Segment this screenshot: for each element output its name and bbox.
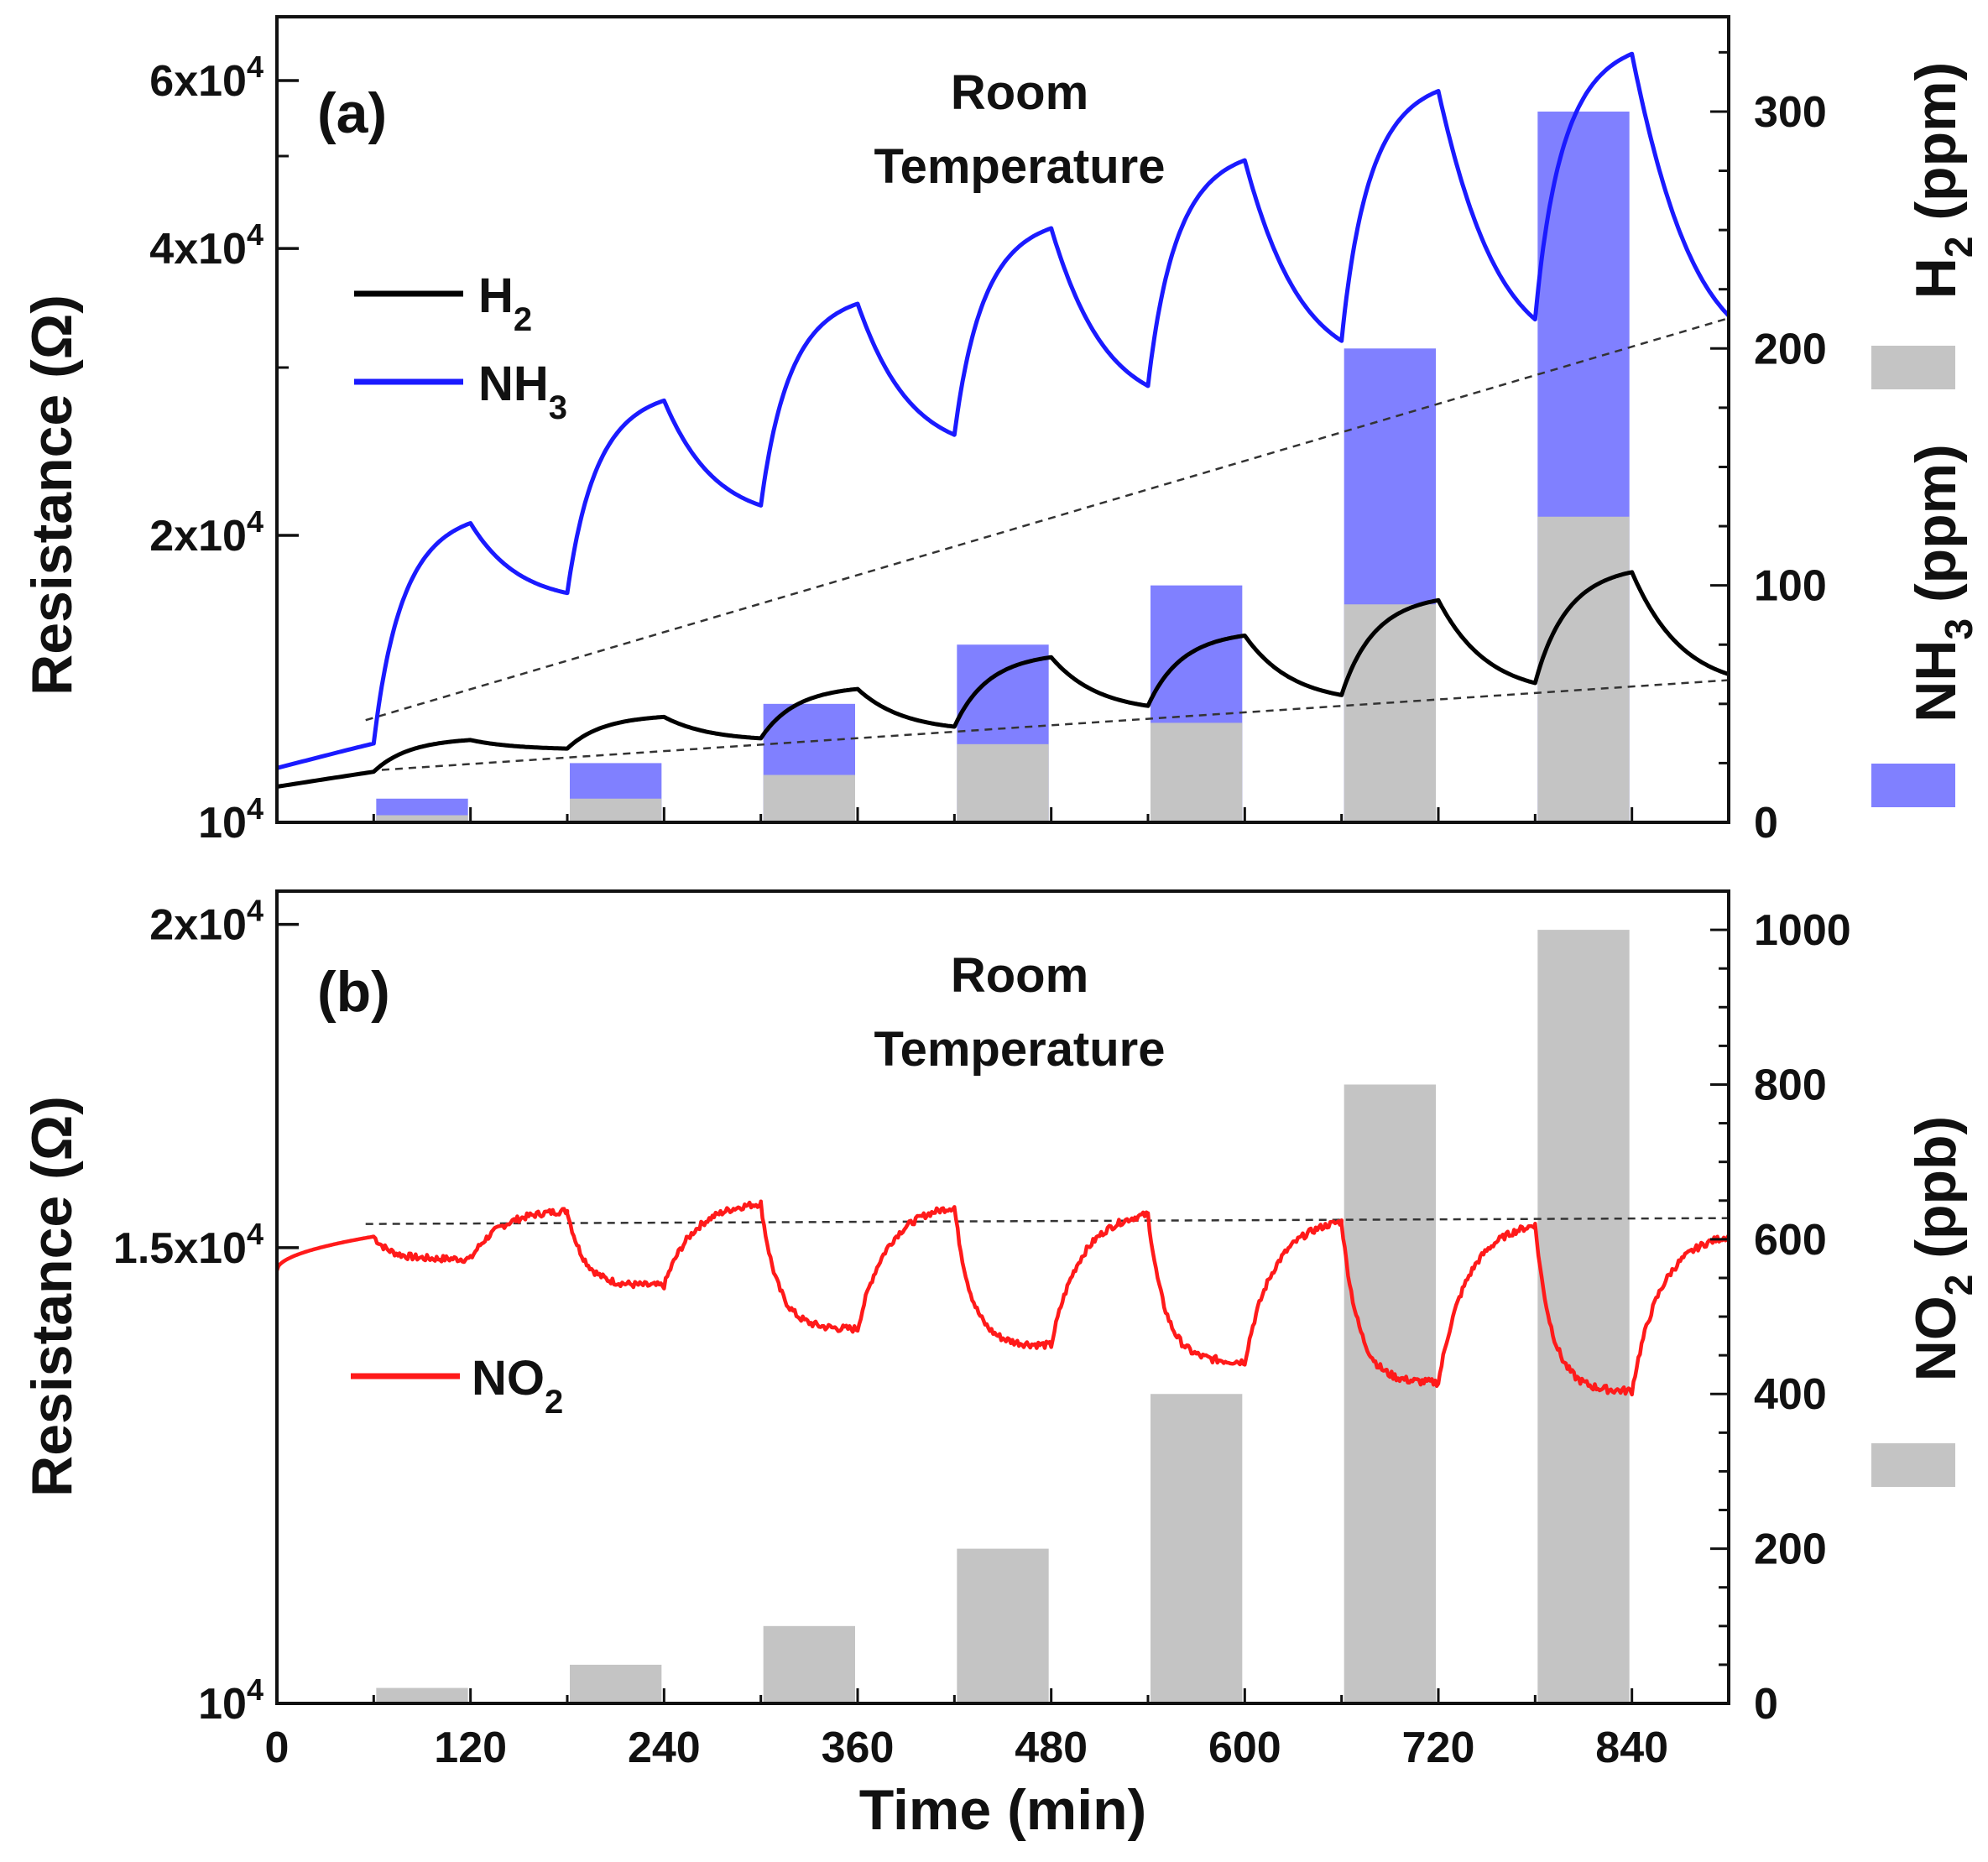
panel-a-annotation-line1: Room	[951, 65, 1088, 120]
y2-tick-label: 800	[1754, 1061, 1827, 1109]
y-tick-label: 4x104	[149, 217, 264, 274]
x-tick-label: 120	[434, 1724, 507, 1772]
legend-no2-label: NO2	[472, 1351, 563, 1421]
y2-tick-label: 1000	[1754, 906, 1851, 955]
panel-a: 104 2x104 4x104 6x104 0 100 200 300 (a) Room T…	[20, 15, 1980, 848]
panel-a-lines	[276, 51, 1730, 789]
series-nh3	[276, 51, 1730, 770]
bar-h2	[1537, 516, 1630, 822]
x-tick-label: 840	[1595, 1724, 1668, 1772]
panel-b-y2-ticks: 0 200 400 600 800 1000	[1710, 889, 1851, 1729]
y2-tick-label: 300	[1754, 88, 1827, 137]
panel-a-y2-title-nh3: NH3 (ppm)	[1904, 444, 1980, 722]
panel-b-x-ticks: 0 120 240 360 480 600 720 840	[265, 1688, 1730, 1772]
panel-b-legend: NO2	[351, 1351, 563, 1421]
bar-h2	[570, 798, 662, 822]
panel-b-annotation-line1: Room	[951, 948, 1088, 1003]
y-tick-label: 2x104	[149, 504, 264, 561]
x-tick-label: 600	[1208, 1724, 1281, 1772]
series-no2	[274, 1199, 1730, 1397]
x-axis-title: Time (min)	[859, 1778, 1147, 1842]
legend-h2-label: H2	[478, 269, 532, 338]
panel-a-legend: H2 NH3	[354, 269, 567, 426]
panel-a-bars	[376, 111, 1630, 823]
bar-no2	[570, 1664, 662, 1703]
bar-h2	[957, 743, 1049, 822]
y2-tick-label: 200	[1754, 325, 1827, 373]
panel-a-y2-ticks: 0 100 200 300	[1710, 50, 1827, 848]
panel-b-bars	[376, 930, 1630, 1703]
y-tick-label: 6x104	[149, 50, 264, 106]
panel-b-y-axis-title: Resistance (Ω)	[20, 1096, 84, 1497]
bar-h2	[763, 775, 855, 822]
y2-tick-label: 0	[1754, 1680, 1778, 1729]
bar-no2	[957, 1548, 1049, 1703]
bar-no2	[1344, 1084, 1436, 1703]
bar-h2	[376, 815, 468, 822]
bar-no2	[376, 1687, 468, 1703]
bar-h2	[1344, 604, 1436, 822]
panel-a-frame	[275, 15, 1730, 824]
panel-b-no2-swatch	[1871, 1443, 1955, 1487]
panel-b-y-ticks: 104 1.5x104 2x104	[113, 894, 299, 1729]
panel-b: 0 120 240 360 480 600 720 840 104 1.5x104 2x104 0…	[20, 889, 1980, 1842]
y2-tick-label: 0	[1754, 799, 1778, 848]
panel-a-h2-swatch	[1871, 346, 1955, 389]
panel-a-label: (a)	[317, 81, 387, 145]
y2-tick-label: 200	[1754, 1526, 1827, 1574]
y2-tick-label: 400	[1754, 1370, 1827, 1419]
panel-b-y2-title: NO2 (ppb)	[1904, 1116, 1980, 1381]
y-tick-label: 104	[198, 1672, 264, 1729]
x-tick-label: 240	[628, 1724, 701, 1772]
panel-a-nh3-swatch	[1871, 764, 1955, 807]
bar-no2	[1537, 930, 1630, 1703]
legend-nh3-label: NH3	[478, 357, 567, 426]
panel-a-y-axis-title: Resistance (Ω)	[20, 295, 84, 696]
x-tick-label: 480	[1015, 1724, 1088, 1772]
panel-b-frame	[275, 889, 1730, 1705]
panel-a-annotation-line2: Temperature	[874, 139, 1165, 194]
bar-h2	[1151, 722, 1243, 822]
y-tick-label: 2x104	[149, 894, 264, 950]
panel-b-annotation-line2: Temperature	[874, 1022, 1165, 1077]
series-h2	[276, 570, 1730, 789]
bar-no2	[763, 1625, 855, 1703]
guide-line	[381, 679, 1730, 771]
panel-a-y2-title-h2: H2 (ppm)	[1904, 62, 1980, 299]
x-tick-label: 360	[822, 1724, 895, 1772]
panel-a-guides	[365, 316, 1730, 771]
bar-no2	[1151, 1394, 1243, 1703]
panel-b-label: (b)	[317, 960, 390, 1024]
y-tick-label: 104	[198, 791, 264, 848]
x-tick-label: 0	[265, 1724, 290, 1772]
y2-tick-label: 600	[1754, 1216, 1827, 1265]
y-tick-label: 1.5x104	[113, 1217, 264, 1273]
x-tick-label: 720	[1402, 1724, 1475, 1772]
y2-tick-label: 100	[1754, 562, 1827, 611]
panel-b-lines	[274, 1199, 1730, 1397]
panel-a-y-ticks: 104 2x104 4x104 6x104	[149, 15, 299, 848]
guide-line	[365, 316, 1730, 722]
panel-a-x-ticks	[275, 807, 1730, 822]
